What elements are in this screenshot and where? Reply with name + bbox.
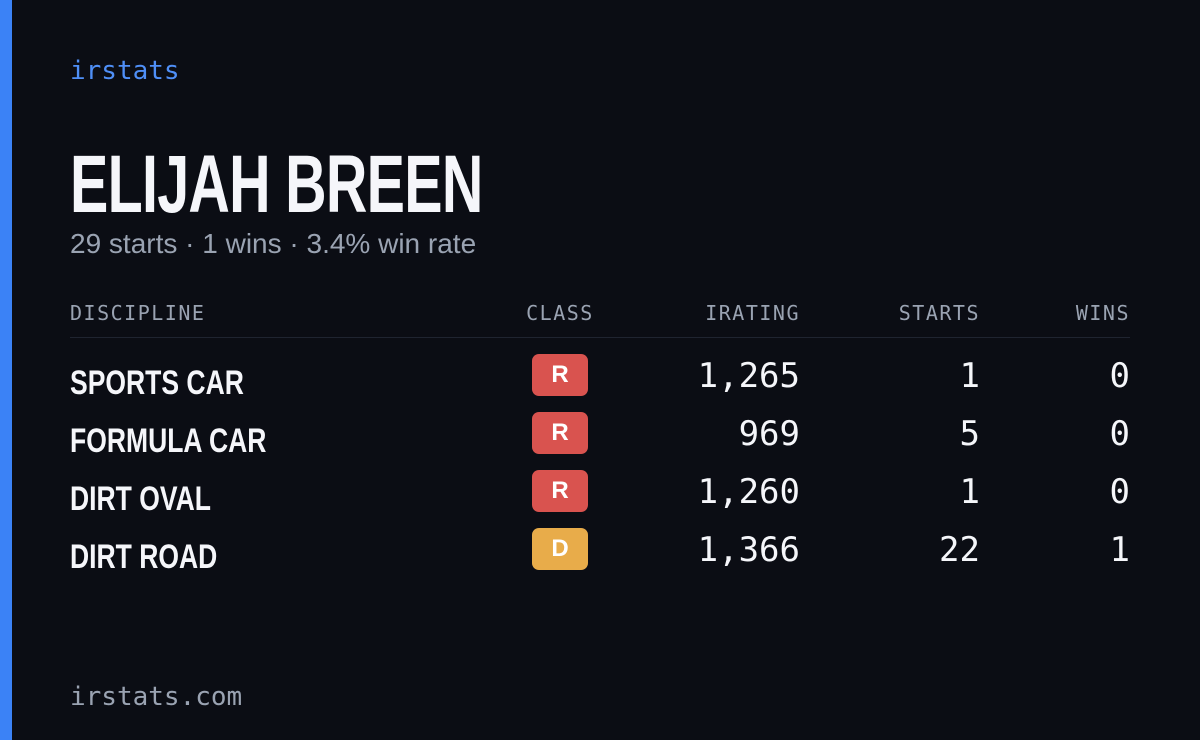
starts: 22 [939,530,980,570]
class-badge: R [532,470,588,512]
accent-bar [0,0,12,740]
starts: 5 [959,414,980,454]
wins: 0 [1109,414,1130,454]
column-header: STARTS [898,301,980,325]
class-badge: R [532,354,588,396]
class-badge: D [532,528,588,570]
footer: irstats.com [70,682,243,712]
column-header: WINS [1075,301,1130,325]
class-badge: R [532,412,588,454]
discipline: SPORTS CAR [70,364,244,402]
wins: 1 [1109,530,1130,570]
driver-name: ELIJAH BREEN [70,139,483,230]
header-rule [70,337,1130,338]
starts: 1 [959,356,980,396]
wins: 0 [1109,472,1130,512]
starts: 1 [959,472,980,512]
brand: irstats [70,56,180,86]
discipline: FORMULA CAR [70,422,267,460]
column-header: CLASS [526,301,594,325]
irating: 1,260 [697,472,800,512]
irating: 1,366 [697,530,800,570]
irating: 969 [738,414,800,454]
summary: 29 starts · 1 wins · 3.4% win rate [70,228,477,259]
irating: 1,265 [697,356,800,396]
discipline: DIRT OVAL [70,480,211,518]
column-header: DISCIPLINE [70,301,206,325]
column-header: IRATING [705,301,800,325]
wins: 0 [1109,356,1130,396]
discipline: DIRT ROAD [70,538,218,576]
